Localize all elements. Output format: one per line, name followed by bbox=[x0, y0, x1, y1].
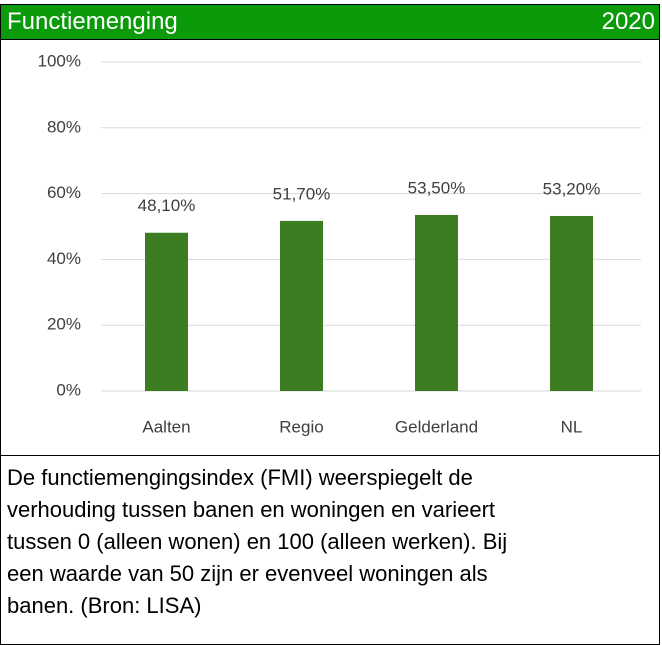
description-line: verhouding tussen banen en woningen en v… bbox=[7, 497, 496, 522]
x-tick-label: NL bbox=[561, 417, 583, 436]
bar bbox=[145, 232, 188, 391]
header: Functiemenging 2020 bbox=[0, 4, 660, 40]
y-tick-label: 40% bbox=[47, 249, 81, 268]
y-tick-label: 0% bbox=[56, 380, 81, 399]
data-label: 51,70% bbox=[273, 184, 331, 203]
bar bbox=[415, 214, 458, 391]
bar bbox=[280, 220, 323, 391]
description-line: De functiemengingsindex (FMI) weerspiege… bbox=[7, 465, 473, 490]
data-label: 53,20% bbox=[543, 179, 601, 198]
y-tick-label: 80% bbox=[47, 117, 81, 136]
data-label: 48,10% bbox=[138, 196, 196, 215]
x-tick-label: Regio bbox=[279, 417, 323, 436]
description-line: banen. (Bron: LISA) bbox=[7, 593, 202, 618]
chart: 0% 20% 40% 60% 80% 100% Aalten 48,10% Regio 51,70… bbox=[38, 51, 641, 436]
description-line: tussen 0 (alleen wonen) en 100 (alleen w… bbox=[7, 529, 508, 554]
y-tick-label: 100% bbox=[38, 51, 81, 70]
description: De functiemengingsindex (FMI) weerspiege… bbox=[0, 455, 660, 645]
y-tick-label: 20% bbox=[47, 315, 81, 334]
bar bbox=[550, 215, 593, 391]
chart-box: 0% 20% 40% 60% 80% 100% Aalten 48,10% Regio 51,70… bbox=[0, 40, 660, 456]
header-title: Functiemenging bbox=[7, 8, 178, 35]
y-tick-label: 60% bbox=[47, 183, 81, 202]
x-tick-label: Gelderland bbox=[395, 417, 478, 436]
header-year: 2020 bbox=[601, 8, 655, 35]
x-tick-label: Aalten bbox=[142, 417, 190, 436]
data-label: 53,50% bbox=[408, 178, 466, 197]
description-line: een waarde van 50 zijn er evenveel wonin… bbox=[7, 561, 488, 586]
